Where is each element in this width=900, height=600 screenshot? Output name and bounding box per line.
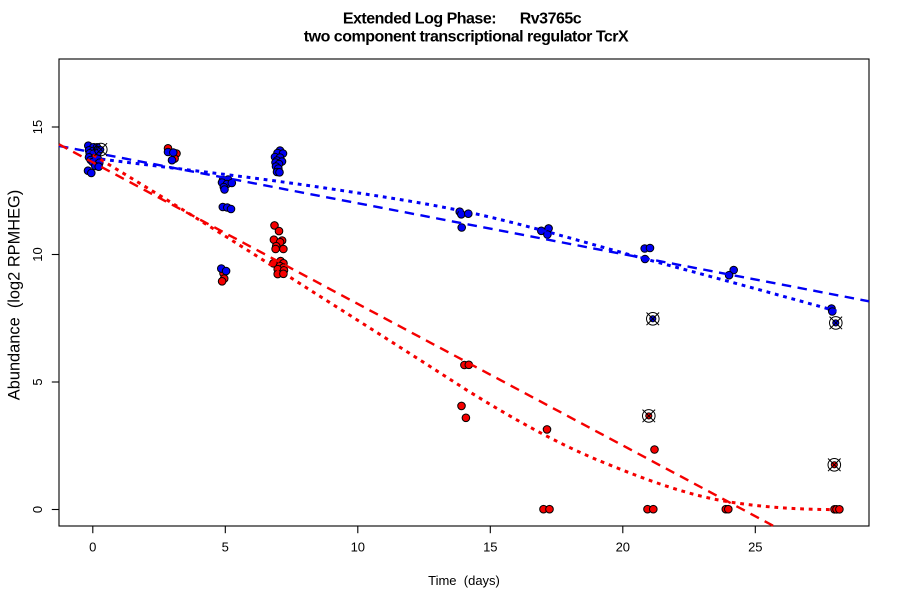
svg-text:15: 15 bbox=[30, 120, 45, 134]
svg-text:25: 25 bbox=[748, 540, 762, 555]
svg-text:Time (days): Time (days) bbox=[428, 573, 500, 588]
svg-text:two component transcriptional: two component transcriptional regulator … bbox=[304, 29, 629, 46]
svg-text:15: 15 bbox=[483, 540, 497, 555]
svg-text:0: 0 bbox=[30, 506, 45, 513]
svg-text:10: 10 bbox=[351, 540, 365, 555]
svg-text:Abundance (log2 RPMHEG): Abundance (log2 RPMHEG) bbox=[6, 190, 24, 400]
svg-text:5: 5 bbox=[30, 378, 45, 385]
svg-text:20: 20 bbox=[616, 540, 630, 555]
svg-text:10: 10 bbox=[30, 247, 45, 261]
svg-text:0: 0 bbox=[89, 540, 96, 555]
svg-text:5: 5 bbox=[222, 540, 229, 555]
svg-text:Extended Log Phase: Rv376: Extended Log Phase: Rv3765c bbox=[343, 11, 582, 28]
